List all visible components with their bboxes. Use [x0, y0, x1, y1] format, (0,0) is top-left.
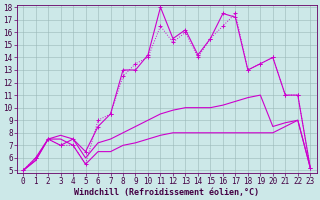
X-axis label: Windchill (Refroidissement éolien,°C): Windchill (Refroidissement éolien,°C) — [74, 188, 259, 197]
